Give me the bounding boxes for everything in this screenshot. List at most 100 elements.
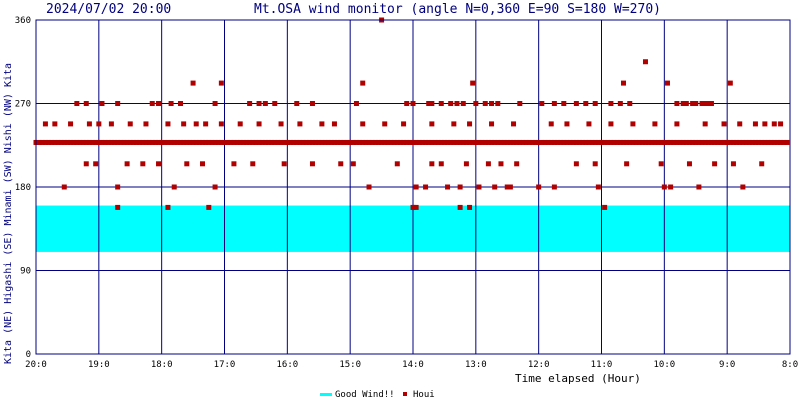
houi-point <box>580 139 586 145</box>
houi-point <box>143 121 149 127</box>
houi-point <box>363 139 369 145</box>
houi-point <box>671 139 677 145</box>
houi-point <box>718 139 724 145</box>
houi-point <box>143 139 149 145</box>
houi-point <box>278 139 284 145</box>
houi-point <box>259 139 265 145</box>
houi-point <box>265 139 271 145</box>
houi-point <box>171 184 177 190</box>
houi-point <box>661 139 667 145</box>
houi-point <box>627 101 633 106</box>
houi-point <box>492 184 498 190</box>
houi-point <box>96 121 102 127</box>
houi-point <box>140 161 146 167</box>
houi-point <box>617 101 623 106</box>
houi-point <box>551 139 557 145</box>
houi-point <box>297 121 303 127</box>
houi-point <box>225 139 231 145</box>
houi-point <box>620 139 626 145</box>
houi-point <box>115 184 121 190</box>
houi-point <box>460 101 466 106</box>
houi-point <box>740 184 746 190</box>
houi-point <box>165 121 171 127</box>
houi-point <box>476 139 482 145</box>
houi-point <box>184 161 190 167</box>
houi-point <box>247 101 253 106</box>
houi-point <box>162 139 168 145</box>
houi-point <box>156 139 162 145</box>
houi-point <box>445 139 451 145</box>
houi-point <box>353 101 359 106</box>
houi-point <box>482 139 488 145</box>
houi-point <box>765 139 771 145</box>
houi-point <box>737 139 743 145</box>
houi-point <box>303 139 309 145</box>
houi-point <box>570 139 576 145</box>
houi-point <box>542 139 548 145</box>
houi-point <box>683 101 689 106</box>
houi-point <box>708 101 714 106</box>
houi-point <box>338 139 344 145</box>
houi-point <box>712 161 718 167</box>
houi-point <box>705 139 711 145</box>
houi-point <box>234 139 240 145</box>
houi-point <box>438 139 444 145</box>
houi-point <box>212 101 218 106</box>
houi-point <box>174 139 180 145</box>
houi-point <box>115 139 121 145</box>
houi-point <box>331 121 337 127</box>
houi-point <box>485 139 491 145</box>
houi-point <box>203 121 209 127</box>
houi-point <box>690 139 696 145</box>
x-tick-label: 9:0 <box>719 360 735 370</box>
legend: Good Wind!! Houi <box>320 390 435 400</box>
houi-point <box>184 139 190 145</box>
houi-point <box>237 139 243 145</box>
houi-point <box>137 139 143 145</box>
houi-point <box>564 139 570 145</box>
houi-point <box>322 139 328 145</box>
houi-point <box>511 121 517 127</box>
houi-point <box>501 139 507 145</box>
houi-point <box>595 184 601 190</box>
houi-point <box>702 121 708 127</box>
houi-point <box>504 139 510 145</box>
houi-point <box>281 161 287 167</box>
houi-point <box>152 139 158 145</box>
houi-point <box>83 101 89 106</box>
houi-point <box>64 139 70 145</box>
houi-point <box>108 139 114 145</box>
houi-point <box>746 139 752 145</box>
houi-point <box>561 139 567 145</box>
houi-point <box>646 139 652 145</box>
houi-point <box>740 139 746 145</box>
houi-point <box>71 139 77 145</box>
houi-point <box>272 139 278 145</box>
houi-point <box>294 139 300 145</box>
houi-point <box>146 139 152 145</box>
houi-point <box>316 139 322 145</box>
houi-point <box>451 121 457 127</box>
houi-point <box>460 139 466 145</box>
x-tick-label: 14:0 <box>402 360 424 370</box>
houi-point <box>470 139 476 145</box>
houi-point <box>592 101 598 106</box>
houi-point <box>467 121 473 127</box>
y-tick-label: 360 <box>15 16 31 26</box>
houi-point <box>319 139 325 145</box>
houi-point <box>555 139 561 145</box>
houi-point <box>218 80 224 86</box>
houi-point <box>96 139 102 145</box>
houi-point <box>83 161 89 167</box>
houi-point <box>68 121 74 127</box>
houi-point <box>105 139 111 145</box>
houi-point <box>375 139 381 145</box>
houi-point <box>457 184 463 190</box>
houi-point <box>401 139 407 145</box>
houi-point <box>583 101 589 106</box>
houi-point <box>134 139 140 145</box>
houi-point <box>319 121 325 127</box>
houi-point <box>281 139 287 145</box>
houi-point <box>115 101 121 106</box>
